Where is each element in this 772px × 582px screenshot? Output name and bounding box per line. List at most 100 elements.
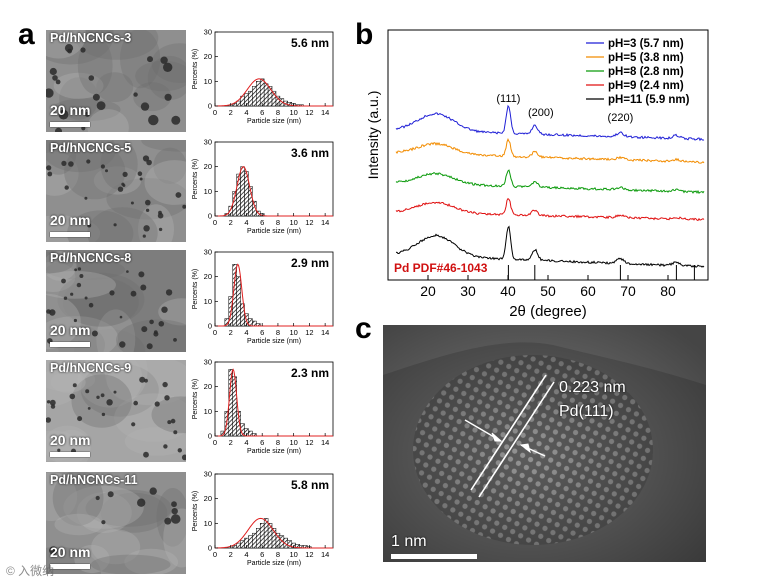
x-tick-label: 4 <box>244 328 248 337</box>
tem-image: Pd/hNCNCs-3 20 nm <box>46 30 186 132</box>
histogram-ylabel: Percents (%) <box>192 269 199 309</box>
tem-scale-bar <box>50 342 90 347</box>
histogram-bar <box>236 542 241 549</box>
x-tick-label: 4 <box>244 218 248 227</box>
y-tick-label: 0 <box>208 212 212 221</box>
y-tick-label: 20 <box>204 52 212 61</box>
y-tick-label: 20 <box>204 494 212 503</box>
xrd-x-tick-label: 80 <box>660 283 676 299</box>
legend-label: pH=11 (5.9 nm) <box>608 94 690 106</box>
tem-scale-label: 20 nm <box>50 322 91 338</box>
x-tick-label: 14 <box>321 550 329 559</box>
x-tick-label: 4 <box>244 108 248 117</box>
x-tick-label: 8 <box>276 328 280 337</box>
y-tick-label: 10 <box>204 297 212 306</box>
histogram-mean-size: 5.6 nm <box>291 36 329 50</box>
xrd-ylabel: Intensity (a.u.) <box>365 91 381 180</box>
y-tick-label: 20 <box>204 162 212 171</box>
tem-sample-label: Pd/hNCNCs-8 <box>50 251 132 265</box>
histogram-bar <box>240 540 245 549</box>
histogram-bar <box>252 200 257 217</box>
histogram-mean-size: 2.9 nm <box>291 256 329 270</box>
x-tick-label: 2 <box>229 328 233 337</box>
lattice-line-1 <box>470 374 547 491</box>
histogram-bar <box>252 320 257 327</box>
y-tick-label: 20 <box>204 382 212 391</box>
x-tick-label: 4 <box>244 438 248 447</box>
tem-scale-label: 20 nm <box>50 544 91 560</box>
histogram-xlabel: Particle size (nm) <box>247 560 301 567</box>
histogram-mean-size: 2.3 nm <box>291 366 329 380</box>
xrd-series-line <box>395 169 705 194</box>
histogram-ylabel: Percents (%) <box>192 159 199 199</box>
x-tick-label: 10 <box>289 550 297 559</box>
x-tick-label: 0 <box>213 438 217 447</box>
histogram-bar <box>248 90 253 107</box>
tem-sample-label: Pd/hNCNCs-3 <box>50 31 132 45</box>
histogram-bar <box>256 528 261 549</box>
xrd-xlabel: 2θ (degree) <box>509 303 587 320</box>
watermark: © 入微纳 <box>6 564 55 578</box>
x-tick-label: 6 <box>260 218 264 227</box>
xrd-series-line <box>395 138 705 164</box>
histogram-bar <box>240 166 245 217</box>
x-tick-label: 12 <box>305 438 313 447</box>
x-tick-label: 10 <box>289 218 297 227</box>
y-tick-label: 10 <box>204 77 212 86</box>
x-tick-label: 0 <box>213 108 217 117</box>
x-tick-label: 8 <box>276 218 280 227</box>
histogram-bar <box>236 276 241 327</box>
reference-label: Pd PDF#46-1043 <box>394 261 488 275</box>
xrd-peak-label: (220) <box>608 112 634 124</box>
tem-scale-label: 20 nm <box>50 212 91 228</box>
x-tick-label: 12 <box>305 108 313 117</box>
histogram-chart: 0 2 4 6 8 10 12 14 0 10 20 30 Particle size (nm) Perc… <box>192 248 334 345</box>
x-tick-label: 0 <box>213 550 217 559</box>
x-tick-label: 6 <box>260 328 264 337</box>
histogram-fit-curve <box>214 517 333 549</box>
hrtem-scale-label: 1 nm <box>391 533 427 550</box>
panel-letter-b: b <box>355 18 374 51</box>
x-tick-label: 0 <box>213 328 217 337</box>
y-tick-label: 30 <box>204 28 212 37</box>
histogram-bar <box>248 535 253 549</box>
x-tick-label: 10 <box>289 438 297 447</box>
histogram-ylabel: Percents (%) <box>192 49 199 89</box>
y-tick-label: 30 <box>204 358 212 367</box>
panel-letter-c: c <box>355 312 372 345</box>
histogram-mean-size: 3.6 nm <box>291 146 329 160</box>
histogram-bar <box>252 532 257 549</box>
x-tick-label: 10 <box>289 328 297 337</box>
x-tick-label: 2 <box>229 108 233 117</box>
histogram-bar <box>248 430 253 437</box>
histogram-xlabel: Particle size (nm) <box>247 228 301 235</box>
x-tick-label: 6 <box>260 438 264 447</box>
histogram-chart: 0 2 4 6 8 10 12 14 0 10 20 30 Particle size (nm) Perc… <box>192 358 334 455</box>
y-tick-label: 0 <box>208 544 212 553</box>
xrd-x-tick-label: 30 <box>460 283 476 299</box>
xrd-x-tick-label: 70 <box>620 283 636 299</box>
plane-label: Pd(111) <box>559 403 614 420</box>
xrd-x-tick-label: 20 <box>420 283 436 299</box>
histogram-ylabel: Percents (%) <box>192 379 199 419</box>
tem-image: Pd/hNCNCs-11 20 nm <box>46 472 186 574</box>
x-tick-label: 12 <box>305 218 313 227</box>
x-tick-label: 12 <box>305 550 313 559</box>
tem-sample-label: Pd/hNCNCs-11 <box>50 473 138 487</box>
y-tick-label: 0 <box>208 102 212 111</box>
histogram-fit-curve <box>215 263 333 327</box>
y-tick-label: 10 <box>204 519 212 528</box>
x-tick-label: 8 <box>276 108 280 117</box>
xrd-chart: 20 30 40 50 60 70 80 2θ (degree) Intensity (a.u.… <box>365 29 709 320</box>
legend-label: pH=3 (5.7 nm) <box>608 38 684 50</box>
tem-sample-label: Pd/hNCNCs-5 <box>50 141 132 155</box>
x-tick-label: 2 <box>229 438 233 447</box>
lattice-line-2 <box>478 381 555 498</box>
xrd-series-line <box>395 225 705 268</box>
histogram-xlabel: Particle size (nm) <box>247 338 301 345</box>
xrd-x-tick-label: 40 <box>500 283 516 299</box>
y-tick-label: 30 <box>204 138 212 147</box>
xrd-x-tick-label: 50 <box>540 283 556 299</box>
histogram-fit-curve <box>215 368 333 437</box>
